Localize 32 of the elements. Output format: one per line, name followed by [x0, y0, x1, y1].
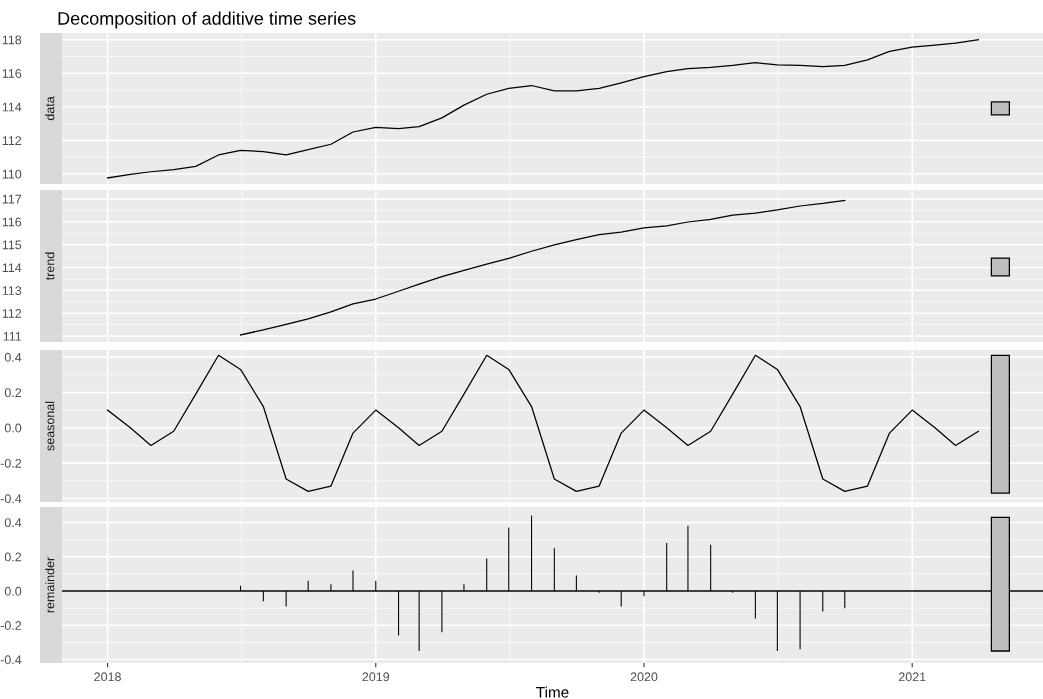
- y-tick-label: 110: [2, 169, 22, 179]
- y-tick-label: 112: [2, 309, 22, 318]
- y-tick-label: 116: [2, 217, 22, 227]
- y-tick-label: 114: [2, 263, 22, 273]
- y-tick-label: 0.2: [4, 552, 22, 562]
- y-tick-label: -0.4: [0, 494, 22, 504]
- y-tick-label: 115: [2, 240, 22, 250]
- x-tick-label: 2021: [898, 672, 926, 682]
- y-axis-title: data: [45, 96, 55, 121]
- y-tick-label: 0.4: [4, 352, 22, 362]
- y-tick-label: 117: [2, 194, 22, 204]
- y-tick-label: 112: [2, 136, 22, 145]
- y-tick-label: 0.4: [4, 518, 22, 528]
- x-tick-label: 2019: [362, 672, 390, 682]
- y-tick-label: 114: [2, 102, 22, 112]
- y-tick-label: 0.0: [4, 423, 22, 433]
- y-axis-title: remainder: [45, 557, 55, 613]
- y-tick-label: 118: [2, 35, 22, 45]
- y-tick-label: 0.2: [4, 388, 22, 398]
- y-tick-label: -0.4: [0, 655, 22, 665]
- y-tick-label: 0.0: [4, 586, 22, 596]
- y-axis-title: seasonal: [45, 401, 55, 451]
- y-axis-title: trend: [45, 252, 55, 281]
- x-tick-label: 2020: [630, 672, 658, 682]
- y-tick-label: 111: [3, 331, 22, 341]
- y-tick-label: -0.2: [0, 458, 22, 468]
- y-tick-label: 116: [2, 69, 22, 78]
- y-tick-label: 113: [2, 286, 22, 295]
- x-tick-label: 2018: [94, 672, 121, 682]
- y-tick-label: -0.2: [0, 621, 22, 630]
- x-axis-title: Time: [536, 686, 569, 698]
- chart-title: Decomposition of additive time series: [58, 11, 356, 29]
